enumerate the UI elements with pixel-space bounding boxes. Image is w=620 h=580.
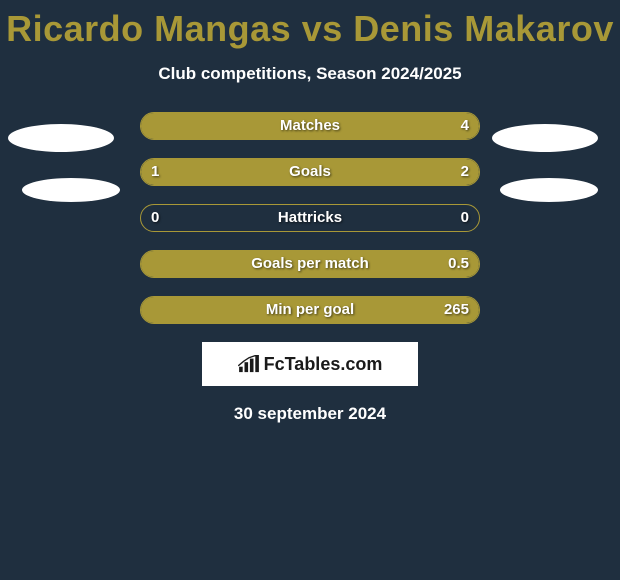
subtitle: Club competitions, Season 2024/2025 [0,64,620,84]
footer-date: 30 september 2024 [0,404,620,424]
stat-value-right: 2 [461,159,469,185]
stat-row: 1 Goals 2 [140,158,480,186]
stat-value-right: 265 [444,297,469,323]
stat-label: Matches [141,113,479,139]
comparison-card: Ricardo Mangas vs Denis Makarov Club com… [0,0,620,424]
stat-row: Matches 4 [140,112,480,140]
player-left-ellipse-mid [22,178,120,202]
player-right-ellipse-mid [500,178,598,202]
stats-list: Matches 4 1 Goals 2 0 Hattricks 0 Goals … [140,112,480,324]
stat-row: 0 Hattricks 0 [140,204,480,232]
bar-chart-icon [238,355,260,373]
brand-badge: FcTables.com [202,342,418,386]
stat-label: Hattricks [141,205,479,231]
stat-row: Min per goal 265 [140,296,480,324]
stat-row: Goals per match 0.5 [140,250,480,278]
brand-text: FcTables.com [238,354,383,375]
stat-label: Min per goal [141,297,479,323]
page-title: Ricardo Mangas vs Denis Makarov [0,0,620,50]
stat-value-right: 4 [461,113,469,139]
stat-label: Goals per match [141,251,479,277]
player-left-ellipse-top [8,124,114,152]
player-right-ellipse-top [492,124,598,152]
brand-label: FcTables.com [264,354,383,375]
stat-label: Goals [141,159,479,185]
stat-value-right: 0.5 [448,251,469,277]
stat-value-right: 0 [461,205,469,231]
